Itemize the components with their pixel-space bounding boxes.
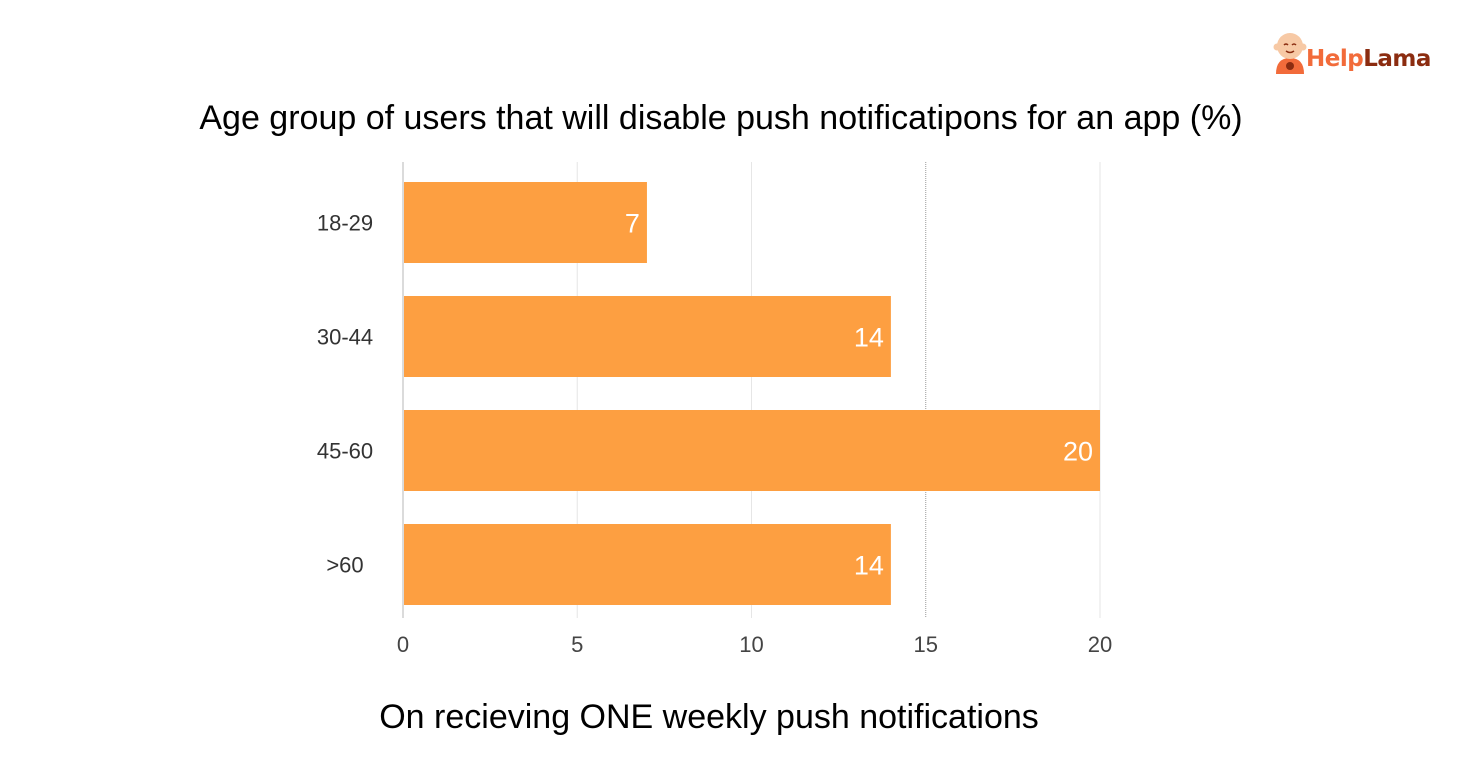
x-tick-label-5: 5 [571, 632, 583, 657]
x-axis-title: On recieving ONE weekly push notificatio… [379, 698, 1039, 736]
category-label-30-44: 30-44 [317, 325, 373, 350]
bar-30-44 [404, 296, 891, 377]
labels: 0 5 10 15 20 18-29 7 30-44 14 45-60 20 >60 14 [317, 209, 1112, 658]
category-label-18-29: 18-29 [317, 211, 373, 236]
x-tick-label-20: 20 [1088, 632, 1112, 657]
value-label-18-29: 7 [625, 209, 640, 239]
category-label-45-60: 45-60 [317, 439, 373, 464]
value-label-30-44: 14 [854, 323, 884, 353]
x-tick-label-15: 15 [914, 632, 938, 657]
bars [404, 182, 1100, 605]
category-label->60: >60 [326, 553, 363, 578]
chart-title: Age group of users that will disable pus… [199, 99, 1243, 137]
helplama-logo: HelpLama [1272, 28, 1442, 80]
logo-text-lama: Lama [1363, 46, 1431, 72]
logo-text: HelpLama [1306, 48, 1431, 71]
bar-45-60 [404, 410, 1100, 491]
value-label-45-60: 20 [1063, 437, 1093, 467]
value-label->60: 14 [854, 551, 884, 581]
x-tick-label-0: 0 [397, 632, 409, 657]
x-tick-label-10: 10 [739, 632, 763, 657]
bar->60 [404, 524, 891, 605]
bar-18-29 [404, 182, 647, 263]
logo-text-help: Help [1306, 46, 1364, 72]
lama-mascot-icon [1273, 33, 1307, 74]
